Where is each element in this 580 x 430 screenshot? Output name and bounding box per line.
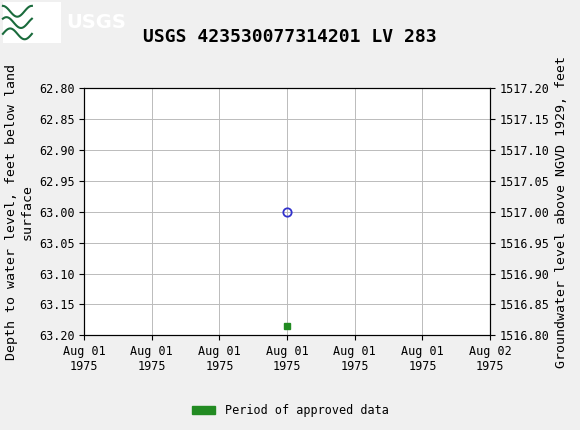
Y-axis label: Depth to water level, feet below land
surface: Depth to water level, feet below land su… [5,64,33,360]
Text: USGS 423530077314201 LV 283: USGS 423530077314201 LV 283 [143,28,437,46]
Text: USGS: USGS [67,13,126,32]
Y-axis label: Groundwater level above NGVD 1929, feet: Groundwater level above NGVD 1929, feet [555,56,568,368]
Bar [3,2,61,43]
Legend: Period of approved data: Period of approved data [187,399,393,422]
